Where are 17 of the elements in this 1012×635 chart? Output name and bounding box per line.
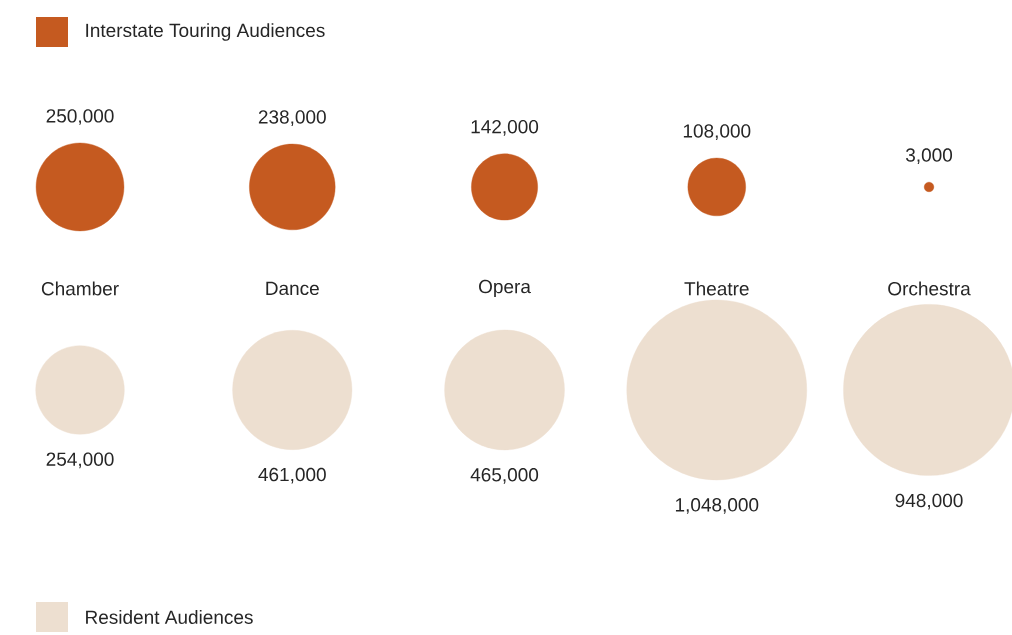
data-label: 108,000 xyxy=(683,124,751,140)
data-label: 1,048,000 xyxy=(675,498,759,514)
data-label: 465,000 xyxy=(470,468,539,484)
data-label: 142,000 xyxy=(471,119,539,136)
legend-label: Resident Audiences xyxy=(86,610,253,624)
data-label: 461,000 xyxy=(258,467,326,484)
data-label: 238,000 xyxy=(258,110,326,126)
data-label: 254,000 xyxy=(46,452,114,469)
data-label: 948,000 xyxy=(895,493,963,510)
data-label: 3,000 xyxy=(905,148,953,164)
category-label: Opera xyxy=(479,279,531,298)
category-label: Orchestra xyxy=(888,281,971,296)
category-label: Chamber xyxy=(41,281,119,296)
category-label: Theatre xyxy=(684,281,749,296)
category-label: Dance xyxy=(266,281,319,296)
data-label: 250,000 xyxy=(46,109,114,125)
legend-label: Interstate Touring Audiences xyxy=(86,23,325,41)
